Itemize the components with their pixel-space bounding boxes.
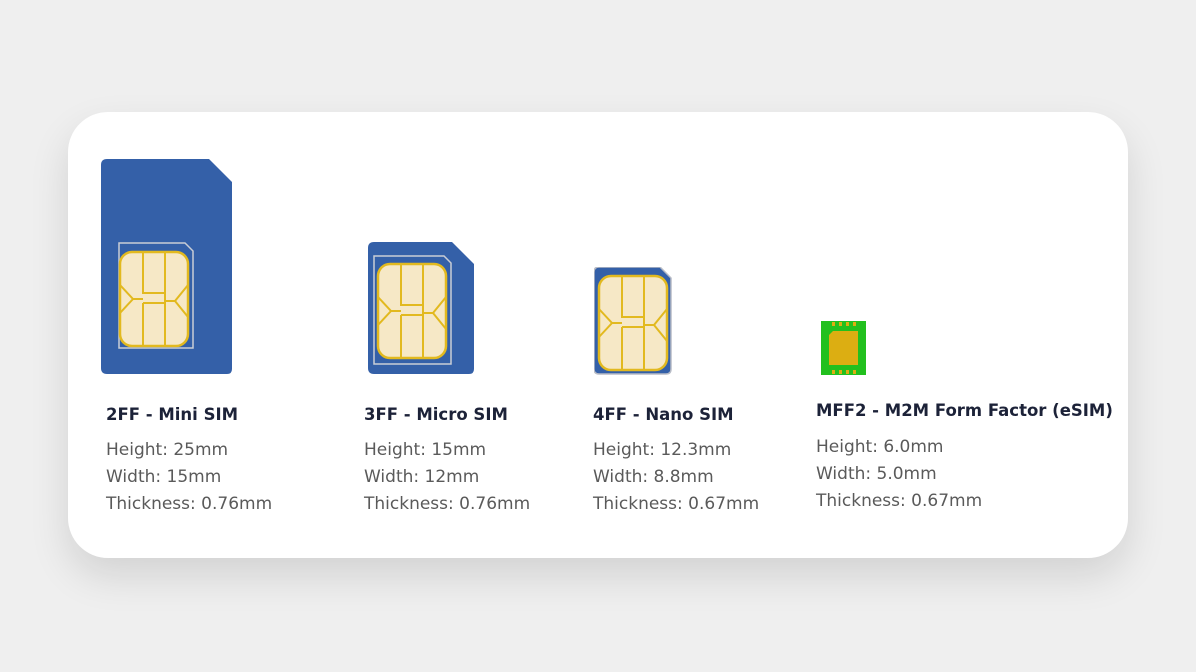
esim-specs: Height: 6.0mm Width: 5.0mm Thickness: 0.… xyxy=(816,434,982,515)
spec-width: Width: 8.8mm xyxy=(593,467,714,487)
nano-sim-title: 4FF - Nano SIM xyxy=(593,405,734,424)
nano-sim-specs: Height: 12.3mm Width: 8.8mm Thickness: 0… xyxy=(593,437,759,518)
spec-thickness: Thickness: 0.67mm xyxy=(593,494,760,514)
spec-height: Height: 12.3mm xyxy=(593,440,732,460)
mini-sim-icon xyxy=(101,159,232,374)
spec-thickness: Thickness: 0.76mm xyxy=(106,494,273,514)
spec-thickness: Thickness: 0.76mm xyxy=(364,494,531,514)
mini-sim-title: 2FF - Mini SIM xyxy=(106,405,239,424)
mini-sim-specs: Height: 25mm Width: 15mm Thickness: 0.76… xyxy=(106,437,272,518)
esim-title: MFF2 - M2M Form Factor (eSIM) xyxy=(816,401,1113,420)
micro-sim-specs: Height: 15mm Width: 12mm Thickness: 0.76… xyxy=(364,437,530,518)
spec-height: Height: 15mm xyxy=(364,440,487,460)
nano-sim-icon xyxy=(594,267,672,375)
spec-width: Width: 12mm xyxy=(364,467,480,487)
esim-chip-icon xyxy=(821,321,866,375)
micro-sim-title: 3FF - Micro SIM xyxy=(364,405,508,424)
spec-width: Width: 5.0mm xyxy=(816,464,937,484)
micro-sim-icon xyxy=(368,242,474,374)
spec-height: Height: 6.0mm xyxy=(816,437,944,457)
spec-thickness: Thickness: 0.67mm xyxy=(816,491,983,511)
spec-height: Height: 25mm xyxy=(106,440,229,460)
spec-width: Width: 15mm xyxy=(106,467,222,487)
